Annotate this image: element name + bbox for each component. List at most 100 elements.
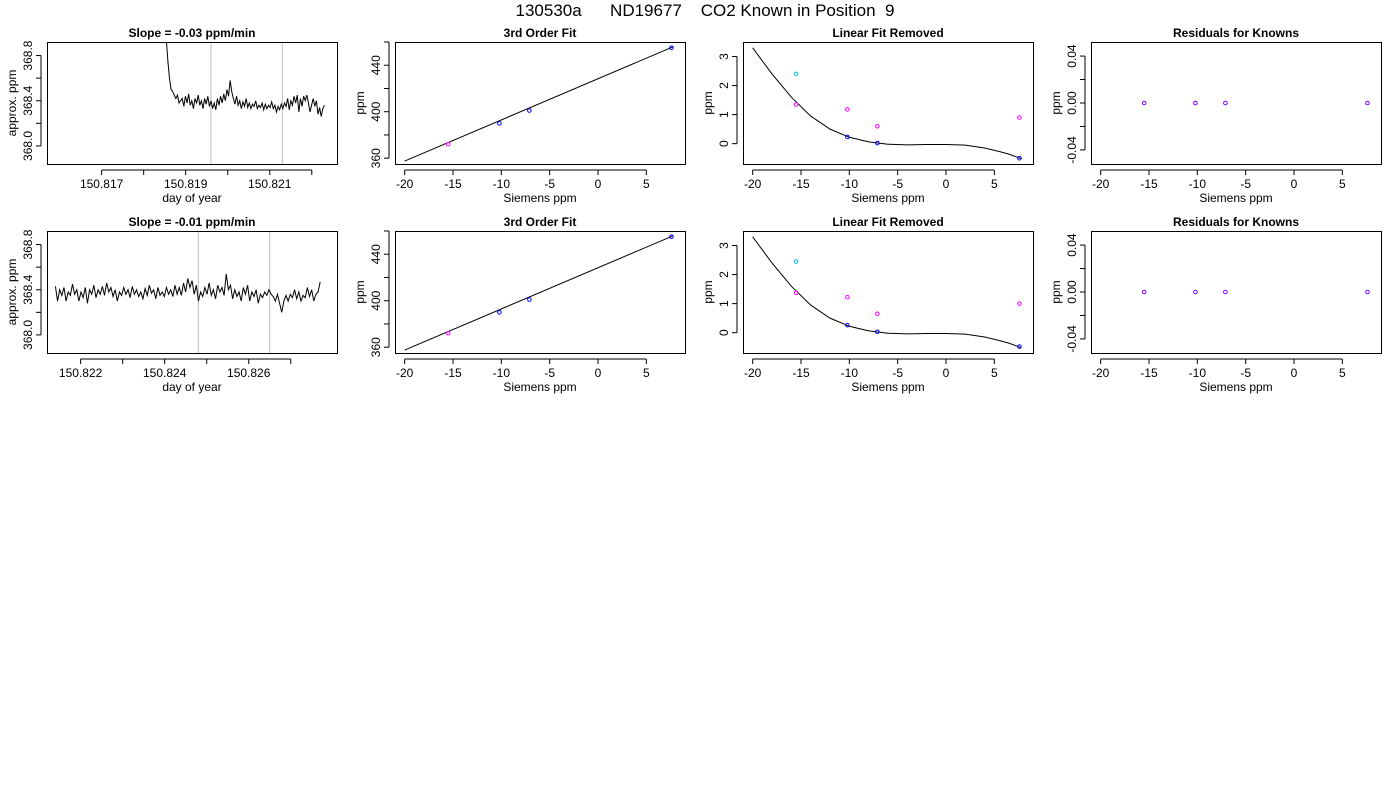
- chart-title: Slope = -0.01 ppm/min: [128, 215, 255, 229]
- x-tick-label: 150.821: [248, 177, 292, 191]
- y-tick-label: 1: [717, 300, 731, 307]
- plot-area: [166, 42, 325, 164]
- fit-curve: [752, 236, 1022, 349]
- data-point: [1365, 289, 1370, 295]
- y-axis-label: ppm: [1049, 91, 1063, 114]
- x-tick-label: 5: [1339, 177, 1346, 191]
- x-tick-label: -10: [493, 177, 511, 191]
- x-tick-label: 5: [643, 366, 650, 380]
- y-tick-label: 368.4: [21, 274, 35, 304]
- data-point: [845, 322, 850, 328]
- y-tick-label: -0.04: [1065, 325, 1079, 353]
- data-point: [845, 107, 850, 112]
- y-axis-label: approx. ppm: [5, 70, 19, 137]
- plot-area: [1141, 100, 1370, 106]
- x-tick-label: -20: [1092, 177, 1110, 191]
- plot-area: [54, 231, 321, 353]
- data-point: [1193, 289, 1198, 295]
- data-point: [793, 290, 799, 296]
- data-point: [1223, 289, 1228, 295]
- data-point: [793, 71, 799, 77]
- y-tick-label: 2: [717, 271, 731, 278]
- x-tick-label: 150.824: [143, 366, 187, 380]
- y-tick-label: 0: [717, 140, 731, 147]
- x-tick-label: -15: [792, 366, 810, 380]
- x-tick-label: 0: [943, 366, 950, 380]
- y-axis-label: ppm: [353, 91, 367, 114]
- data-point: [875, 123, 880, 129]
- x-tick-label: 150.822: [59, 366, 103, 380]
- data-point: [1141, 289, 1147, 295]
- x-tick-label: 0: [595, 177, 602, 191]
- y-axis-label: ppm: [701, 280, 715, 303]
- chart-title: Slope = -0.03 ppm/min: [128, 26, 255, 40]
- y-tick-label: 440: [369, 55, 383, 75]
- data-point: [497, 121, 502, 126]
- y-tick-label: 3: [717, 53, 731, 60]
- series-line: [166, 42, 325, 117]
- y-tick-label: 368.8: [21, 40, 35, 70]
- x-tick-label: -5: [1240, 366, 1251, 380]
- plot-area: [752, 236, 1022, 349]
- chart-title: Linear Fit Removed: [832, 26, 943, 40]
- plot-frame: [743, 42, 1034, 165]
- x-axis-label: Siemens ppm: [503, 191, 576, 205]
- data-point: [875, 329, 880, 335]
- y-tick-label: 1: [717, 111, 731, 118]
- x-axis-label: day of year: [162, 380, 221, 394]
- data-point: [669, 45, 674, 51]
- data-point: [445, 141, 451, 147]
- data-point: [445, 330, 451, 336]
- x-tick-label: 0: [943, 177, 950, 191]
- x-tick-label: -5: [1240, 177, 1251, 191]
- x-tick-label: -20: [744, 177, 762, 191]
- plot-frame: [743, 231, 1034, 354]
- data-point: [875, 140, 880, 146]
- data-point: [875, 311, 880, 317]
- y-tick-label: -0.04: [1065, 136, 1079, 164]
- y-axis-label: ppm: [701, 91, 715, 114]
- chart-panel: -20 -15 -10 -5 0 5 0 1 2 3 Linear Fit Removed Sieme…: [701, 26, 1034, 205]
- plot-area: [404, 234, 674, 351]
- chart-title: 3rd Order Fit: [504, 215, 577, 229]
- x-tick-label: -5: [544, 366, 555, 380]
- x-tick-label: -15: [1140, 366, 1158, 380]
- data-point: [1017, 115, 1022, 120]
- chart-panel: -20 -15 -10 -5 0 5 -0.04 0.00 0.04 Residuals for …: [1049, 215, 1382, 394]
- x-tick-label: 0: [595, 366, 602, 380]
- x-axis-label: Siemens ppm: [1199, 191, 1272, 205]
- data-point: [497, 310, 502, 315]
- x-tick-label: -10: [1189, 177, 1207, 191]
- data-point: [1365, 100, 1370, 106]
- data-point: [1017, 344, 1022, 349]
- y-tick-label: 400: [369, 101, 383, 121]
- data-point: [527, 108, 532, 113]
- chart-panel: -20 -15 -10 -5 0 5 -0.04 0.00 0.04 Residuals for …: [1049, 26, 1382, 205]
- data-point: [1141, 100, 1147, 106]
- y-tick-label: 0.00: [1065, 280, 1079, 304]
- data-point: [1193, 100, 1198, 106]
- plot-area: [1141, 289, 1370, 295]
- x-tick-label: 0: [1291, 366, 1298, 380]
- fit-curve: [752, 47, 1022, 160]
- x-tick-label: -10: [841, 177, 859, 191]
- x-tick-label: -20: [396, 177, 414, 191]
- plot-frame: [395, 231, 686, 354]
- fit-curve: [404, 235, 674, 351]
- plot-area: [752, 47, 1022, 161]
- x-tick-label: -20: [744, 366, 762, 380]
- chart-title: Linear Fit Removed: [832, 215, 943, 229]
- chart-panel: -20 -15 -10 -5 0 5 360 400 440 3rd Order Fit Sieme…: [353, 215, 686, 394]
- x-axis-label: Siemens ppm: [851, 191, 924, 205]
- chart-panel: -20 -15 -10 -5 0 5 0 1 2 3 Linear Fit Removed Sieme…: [701, 215, 1034, 394]
- x-tick-label: -5: [892, 366, 903, 380]
- x-axis-label: Siemens ppm: [851, 380, 924, 394]
- plot-frame: [47, 231, 338, 354]
- chart-panel: 150.817 150.819 150.821 368.0 368.4 368.8 Slop…: [5, 26, 338, 205]
- chart-panel: -20 -15 -10 -5 0 5 360 400 440 3rd Order Fit Sieme…: [353, 26, 686, 205]
- y-axis-label: ppm: [353, 280, 367, 303]
- x-tick-label: -5: [892, 177, 903, 191]
- x-tick-label: 5: [1339, 366, 1346, 380]
- y-axis-label: approx. ppm: [5, 259, 19, 326]
